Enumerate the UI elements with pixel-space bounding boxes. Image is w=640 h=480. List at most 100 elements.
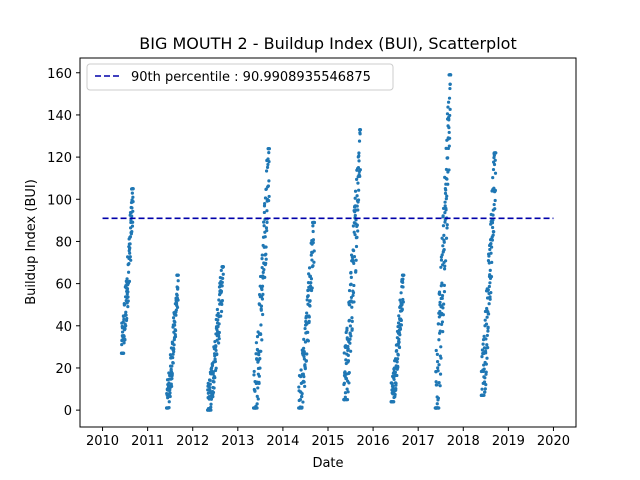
data-point	[174, 313, 178, 317]
data-point	[263, 202, 267, 206]
data-point	[126, 295, 130, 299]
data-point	[127, 279, 132, 283]
chart-title: BIG MOUTH 2 - Buildup Index (BUI), Scatt…	[139, 34, 516, 53]
data-point	[265, 209, 269, 213]
data-point	[489, 290, 493, 295]
data-point	[488, 297, 492, 301]
data-point	[216, 318, 220, 322]
data-point	[264, 252, 268, 256]
data-point	[441, 244, 445, 248]
data-point	[130, 224, 135, 228]
data-point	[307, 272, 311, 276]
data-point	[303, 384, 307, 388]
data-point	[485, 356, 489, 360]
data-point	[219, 268, 223, 273]
data-point	[170, 371, 174, 376]
data-point	[266, 157, 270, 161]
legend: 90th percentile : 90.9908935546875	[86, 63, 394, 91]
data-point	[306, 339, 310, 343]
data-point	[343, 391, 348, 395]
data-point	[441, 206, 446, 211]
data-point	[265, 228, 269, 233]
data-point	[490, 260, 494, 264]
data-point	[258, 357, 262, 361]
data-point	[491, 218, 495, 222]
data-point	[439, 258, 444, 262]
data-point	[444, 167, 449, 172]
data-point	[444, 208, 448, 212]
data-point	[481, 369, 486, 374]
data-point	[300, 405, 304, 409]
data-point	[305, 352, 309, 356]
data-point	[309, 288, 314, 293]
data-point	[394, 386, 398, 391]
data-point	[486, 258, 491, 263]
data-point	[486, 288, 490, 292]
data-point	[398, 298, 402, 302]
data-point	[348, 341, 352, 345]
data-point	[395, 348, 399, 353]
data-point	[131, 220, 135, 224]
data-point	[445, 226, 449, 230]
data-point	[264, 261, 268, 265]
data-point	[446, 182, 450, 186]
y-tick-label: 160	[47, 67, 72, 82]
data-point	[355, 194, 359, 198]
data-point	[345, 387, 349, 391]
data-point	[358, 168, 362, 172]
data-point	[401, 280, 405, 285]
data-point	[448, 82, 452, 86]
data-point	[263, 235, 267, 239]
data-point	[167, 406, 171, 410]
data-point	[444, 197, 448, 201]
data-point	[125, 277, 129, 281]
data-point	[217, 322, 221, 326]
data-point	[401, 297, 405, 302]
data-point	[298, 398, 303, 402]
data-point	[357, 139, 362, 143]
data-point	[349, 349, 353, 353]
data-point	[215, 307, 219, 312]
data-point	[167, 381, 171, 385]
data-point	[168, 353, 173, 357]
data-point	[259, 308, 263, 312]
data-point	[353, 189, 358, 193]
data-point	[128, 246, 132, 250]
data-point	[176, 298, 180, 302]
y-tick-label: 120	[47, 151, 72, 166]
data-point	[312, 260, 316, 264]
x-tick-label: 2015	[311, 434, 344, 449]
data-point	[299, 375, 303, 379]
data-point	[120, 343, 124, 347]
data-point	[130, 206, 134, 210]
data-point	[492, 162, 497, 167]
data-point	[358, 128, 363, 132]
data-point	[482, 334, 486, 338]
data-point	[265, 165, 270, 169]
data-point	[490, 221, 495, 225]
data-point	[346, 344, 350, 349]
data-point	[445, 177, 449, 181]
data-point	[345, 326, 349, 330]
data-point	[128, 255, 132, 259]
data-point	[303, 340, 308, 344]
data-point	[440, 294, 445, 298]
data-point	[446, 100, 451, 104]
data-point	[400, 302, 404, 307]
data-point	[491, 167, 496, 172]
data-points	[119, 73, 498, 412]
data-point	[311, 229, 315, 234]
data-point	[349, 334, 353, 338]
data-point	[441, 330, 445, 334]
data-point	[483, 390, 487, 394]
data-point	[484, 351, 488, 355]
data-point	[172, 350, 176, 354]
data-point	[126, 305, 130, 309]
data-point	[168, 391, 172, 395]
data-point	[493, 171, 498, 175]
data-point	[442, 240, 446, 244]
data-point	[220, 280, 224, 284]
data-point	[439, 265, 443, 269]
data-point	[129, 258, 133, 262]
data-point	[484, 322, 489, 326]
